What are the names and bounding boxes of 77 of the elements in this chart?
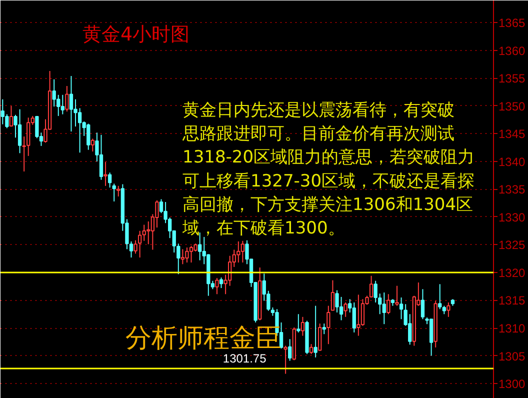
- candlestick: [446, 302, 450, 318]
- text: 黄金4小时图: [82, 24, 190, 46]
- candlestick: [198, 232, 202, 261]
- candlestick: [86, 123, 90, 150]
- y-tick-label: 1320: [498, 266, 526, 280]
- candlestick: [69, 75, 74, 132]
- candlestick: [215, 278, 219, 295]
- candlestick: [339, 296, 344, 321]
- candlestick: [185, 247, 189, 264]
- candlestick: [382, 292, 386, 325]
- candlestick: [300, 316, 305, 336]
- candlestick: [65, 85, 69, 112]
- candlestick: [90, 138, 94, 152]
- y-tick-label: 1365: [498, 16, 526, 30]
- y-tick-label: 1330: [498, 210, 526, 224]
- candlestick: [138, 230, 142, 258]
- annotation: 高回撤，下方支撑关注1306和1304区: [182, 194, 474, 215]
- candlestick: [146, 220, 150, 245]
- y-tick-label: 1350: [498, 99, 526, 114]
- candlestick: [60, 94, 64, 115]
- y-tick-label: 1325: [498, 238, 526, 252]
- candlestick: [9, 105, 14, 128]
- annotation: 思路跟进即可。目前金价有再次测试: [182, 124, 454, 144]
- candlestick: [134, 240, 138, 254]
- candlestick: [116, 185, 120, 197]
- candlestick: [314, 305, 318, 358]
- candlestick: [335, 290, 339, 313]
- candlestick: [236, 240, 240, 264]
- candlestick: [52, 78, 56, 108]
- candlestick: [99, 134, 104, 180]
- annotation: 可上移看1327-30区域，不破还是看探: [182, 171, 475, 192]
- y-tick-label: 1345: [498, 127, 526, 142]
- candlestick: [78, 108, 82, 154]
- annotation: 域，在下破看1300。: [182, 218, 345, 238]
- annotation: 1301.75: [222, 351, 267, 366]
- candlestick: [296, 314, 300, 333]
- y-tick-label: 1340: [498, 154, 526, 169]
- candlestick: [326, 305, 330, 345]
- y-tick-label: 1335: [498, 182, 526, 197]
- y-tick-label: 1315: [498, 294, 526, 308]
- candlestick: [56, 94, 60, 116]
- candlestick: [395, 285, 399, 306]
- y-tick-label: 1300: [498, 377, 526, 392]
- candlestick: [344, 302, 348, 318]
- candlestick: [360, 298, 365, 326]
- candlestick: [240, 240, 245, 264]
- candlestick: [18, 108, 22, 154]
- candlestick: [438, 284, 442, 310]
- y-tick-label: 1360: [498, 44, 526, 58]
- candlestick: [5, 114, 9, 129]
- candlestick: [180, 248, 185, 265]
- y-tick-label: 1305: [498, 349, 526, 364]
- annotation: 1318-20区域阻力的意思，若突破阻力: [182, 148, 475, 168]
- candlestick: [142, 224, 146, 242]
- annotation: 黄金日内先还是以震荡看待，有突破: [182, 100, 454, 120]
- y-tick-label: 1355: [498, 72, 526, 86]
- candlestick: [330, 280, 335, 311]
- candlestick: [155, 200, 159, 228]
- candlestick: [429, 318, 434, 356]
- candlestick: [386, 294, 390, 315]
- candlestick: [318, 323, 322, 352]
- y-tick-label: 1310: [498, 322, 526, 336]
- candlestick: [356, 294, 360, 336]
- candlestick: [104, 162, 108, 186]
- candlestick: [322, 323, 326, 335]
- candlestick: [108, 172, 112, 188]
- candlestick: [288, 338, 292, 362]
- candlestick: [284, 345, 288, 374]
- candlestick: [420, 288, 425, 320]
- candlestick: [374, 280, 378, 303]
- candlestick: [399, 296, 404, 320]
- candlestick: [219, 276, 224, 289]
- candlestick: [189, 245, 194, 264]
- candlestick: [408, 314, 412, 346]
- candlestick: [352, 302, 356, 333]
- candlestick: [112, 183, 116, 202]
- candlestick: [309, 344, 314, 355]
